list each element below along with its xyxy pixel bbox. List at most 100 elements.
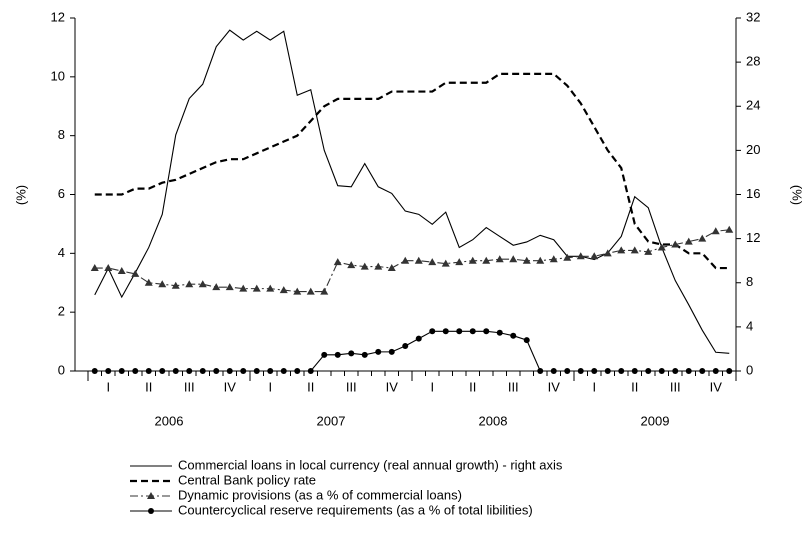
circle-marker [199,368,206,374]
triangle-marker [306,287,315,295]
circle-marker [226,368,233,374]
quarter-label: IV [710,379,723,394]
series-line [94,72,730,270]
y-tick-label: 6 [58,186,65,201]
triangle-marker [374,262,383,270]
circle-marker [415,335,422,342]
year-label: 2009 [641,413,670,428]
y-tick-label: 8 [58,127,65,142]
triangle-marker [414,256,423,264]
circle-marker [726,368,733,374]
y2-tick-label: 4 [746,318,753,333]
quarter-label: IV [548,379,561,394]
triangle-marker [630,246,639,254]
circle-marker [388,348,395,355]
circle-marker [348,350,355,357]
triangle-marker [185,280,194,288]
triangle-marker [131,269,140,277]
triangle-marker [147,492,155,499]
triangle-marker [657,243,666,251]
circle-marker [577,368,584,374]
triangle-marker [644,247,653,255]
year-label: 2008 [479,413,508,428]
circle-marker [145,368,152,374]
circle-marker [537,368,544,374]
circle-marker [618,368,625,374]
triangle-marker [90,264,99,272]
triangle-marker [198,280,207,288]
triangle-marker [158,280,167,288]
y2-tick-label: 28 [746,54,760,69]
circle-marker [253,368,260,374]
triangle-marker [117,266,126,274]
y-tick-label: 4 [58,245,65,260]
circle-marker [699,368,706,374]
series-line [94,29,730,354]
triangle-marker [293,287,302,295]
circle-marker [591,368,598,374]
quarter-label: III [346,379,357,394]
y-tick-label: 10 [51,68,65,83]
quarter-label: I [268,379,272,394]
y2-tick-label: 12 [746,230,760,245]
triangle-marker [104,264,113,272]
triangle-marker [617,246,626,254]
quarter-label: II [307,379,314,394]
triangle-marker [549,255,558,263]
series-line [94,330,730,372]
circle-marker [564,368,571,374]
triangle-marker [171,281,180,289]
legend-label: Countercyclical reserve requirements (as… [178,502,533,517]
circle-marker [442,328,449,335]
triangle-marker [347,261,356,269]
y-axis-label: (%) [13,185,28,205]
circle-marker [91,368,98,374]
triangle-marker [455,258,464,266]
circle-marker [496,329,503,336]
year-label: 2007 [317,413,346,428]
triangle-marker [320,287,329,295]
circle-marker [631,368,638,374]
y2-tick-label: 0 [746,362,753,377]
legend-label: Commercial loans in local currency (real… [178,457,563,472]
circle-marker [550,368,557,374]
year-label: 2006 [155,413,184,428]
circle-marker [172,368,179,374]
triangle-marker [590,252,599,260]
triangle-marker [603,249,612,257]
circle-marker [483,328,490,335]
y2-axis-label: (%) [790,185,805,205]
triangle-marker [144,278,153,286]
y-tick-label: 12 [51,9,65,24]
triangle-marker [212,283,221,291]
triangle-marker [576,252,585,260]
circle-marker [148,508,154,514]
circle-marker [186,368,193,374]
circle-marker [280,368,287,374]
circle-marker [469,328,476,335]
y-tick-label: 0 [58,362,65,377]
circle-marker [375,348,382,355]
quarter-label: I [592,379,596,394]
circle-marker [402,342,409,349]
y2-tick-label: 20 [746,142,760,157]
circle-marker [672,368,679,374]
circle-marker [267,368,274,374]
triangle-marker [428,258,437,266]
circle-marker [604,368,611,374]
triangle-marker [387,264,396,272]
triangle-marker [563,253,572,261]
triangle-marker [468,256,477,264]
circle-marker [240,368,247,374]
circle-marker [334,351,341,358]
triangle-marker [239,284,248,292]
circle-marker [645,368,652,374]
y2-tick-label: 32 [746,9,760,24]
circle-marker [159,368,166,374]
triangle-marker [333,258,342,266]
triangle-marker [252,284,261,292]
quarter-label: III [508,379,519,394]
circle-marker [118,368,125,374]
triangle-marker [279,286,288,294]
